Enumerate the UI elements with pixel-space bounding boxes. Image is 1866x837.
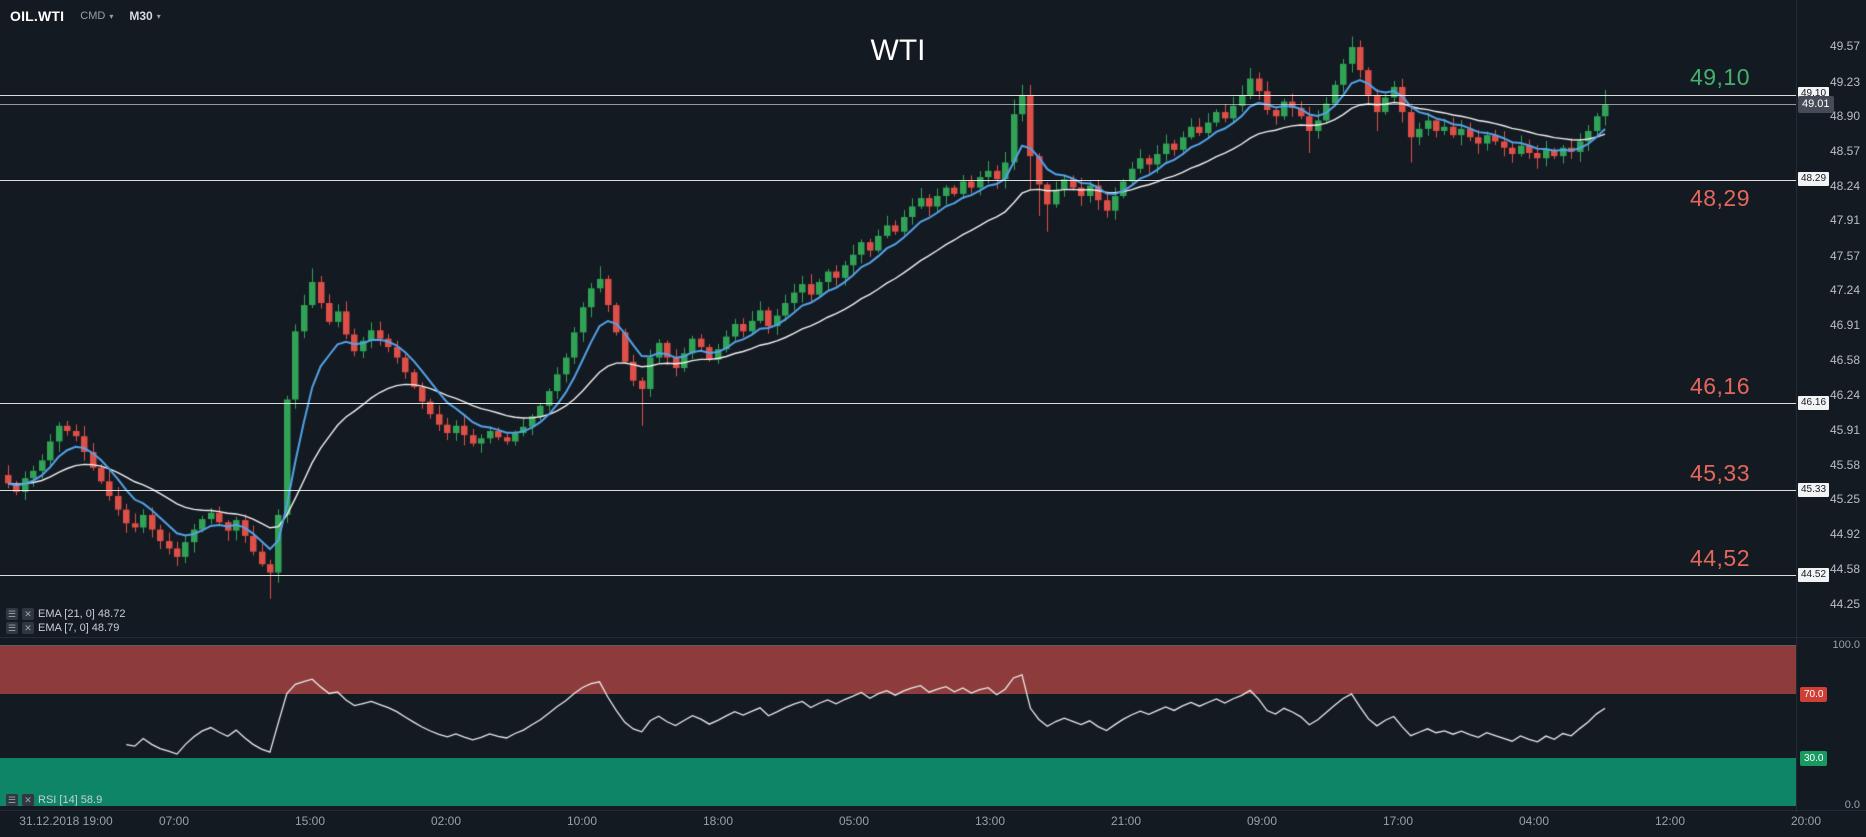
price-tick-label: 44.92 (1829, 526, 1860, 541)
indicator-settings-icon[interactable]: ☰ (6, 622, 18, 634)
price-level-line[interactable] (0, 94, 1796, 96)
price-tick-label: 47.24 (1829, 283, 1860, 298)
ema21-legend: ☰ ✕ EMA [21, 0] 48.72 (6, 608, 125, 620)
price-level-line[interactable] (0, 179, 1796, 181)
time-axis-label: 09:00 (1246, 814, 1278, 828)
ema7-legend-text: EMA [7, 0] 48.79 (38, 622, 120, 634)
timeframe-label: M30 (129, 9, 153, 23)
price-tick-label: 44.58 (1829, 562, 1860, 577)
price-tick-label: 48.57 (1829, 143, 1860, 158)
price-tick-label: 46.58 (1829, 352, 1860, 367)
price-tick-label: 46.24 (1829, 388, 1860, 403)
time-axis-label: 10:00 (566, 814, 598, 828)
price-level-label: 45,33 (1689, 459, 1750, 486)
rsi-legend-text: RSI [14] 58.9 (38, 794, 103, 806)
rsi-oversold-badge: 30.0 (1800, 751, 1828, 766)
ema7-legend: ☰ ✕ EMA [7, 0] 48.79 (6, 622, 119, 634)
time-axis-label: 02:00 (430, 814, 462, 828)
time-axis-label: 21:00 (1110, 814, 1142, 828)
ema21-legend-text: EMA [21, 0] 48.72 (38, 608, 126, 620)
price-level-line[interactable] (0, 403, 1796, 405)
price-tick-label: 46.91 (1829, 318, 1860, 333)
time-axis-label: 13:00 (974, 814, 1006, 828)
time-axis-label: 20:00 (1790, 814, 1822, 828)
price-level-axis-tag: 45.33 (1798, 482, 1830, 497)
price-level-label: 48,29 (1689, 185, 1750, 212)
indicator-remove-icon[interactable]: ✕ (22, 608, 34, 620)
indicator-remove-icon[interactable]: ✕ (22, 794, 34, 806)
price-tick-label: 45.58 (1829, 457, 1860, 472)
price-tick-label: 44.25 (1829, 597, 1860, 612)
time-axis: 31.12.2018 19:00 07:00 15:00 02:00 10:00 18:0… (0, 814, 1866, 832)
time-axis-label: 07:00 (158, 814, 190, 828)
time-axis-label: 18:00 (702, 814, 734, 828)
indicator-remove-icon[interactable]: ✕ (22, 622, 34, 634)
price-tick-label: 48.90 (1829, 109, 1860, 124)
rsi-overbought-badge: 70.0 (1800, 687, 1828, 702)
rsi-top-label: 100.0 (1832, 639, 1860, 651)
price-level-label: 49,10 (1689, 64, 1750, 91)
rsi-legend: ☰ ✕ RSI [14] 58.9 (6, 794, 102, 806)
time-axis-label: 12:00 (1654, 814, 1686, 828)
price-tick-label: 47.57 (1829, 248, 1860, 263)
market-dropdown[interactable]: CMD ▾ (80, 10, 113, 22)
price-tick-label: 49.23 (1829, 74, 1860, 89)
indicator-settings-icon[interactable]: ☰ (6, 608, 18, 620)
price-tick-label: 47.91 (1829, 213, 1860, 228)
time-axis-label: 04:00 (1518, 814, 1550, 828)
rsi-bottom-label: 0.0 (1844, 799, 1860, 811)
chevron-down-icon: ▾ (156, 11, 161, 21)
market-label: CMD (80, 10, 106, 22)
price-level-axis-tag: 44.52 (1798, 567, 1830, 582)
price-level-line[interactable] (0, 490, 1796, 492)
instrument-header: OIL.WTI CMD ▾ M30 ▾ (10, 8, 161, 24)
price-tick-label: 45.25 (1829, 492, 1860, 507)
symbol-name: OIL.WTI (10, 8, 65, 24)
chevron-down-icon: ▾ (109, 11, 114, 21)
timeframe-dropdown[interactable]: M30 ▾ (129, 9, 160, 23)
time-axis-label: 15:00 (294, 814, 326, 828)
price-level-axis-tag: 48.29 (1798, 172, 1830, 187)
price-level-axis-tag: 46.16 (1798, 395, 1830, 410)
time-axis-label: 31.12.2018 19:00 (19, 814, 113, 828)
time-axis-label: 05:00 (838, 814, 870, 828)
chart-title: WTI (870, 34, 926, 67)
price-tick-label: 45.91 (1829, 422, 1860, 437)
current-price-line (0, 104, 1796, 106)
current-price-badge: 49.01 (1798, 95, 1834, 113)
time-axis-label: 17:00 (1382, 814, 1414, 828)
price-tick-label: 49.57 (1829, 39, 1860, 53)
price-level-label: 46,16 (1689, 372, 1750, 399)
price-tick-label: 48.24 (1829, 178, 1860, 193)
price-level-line[interactable] (0, 575, 1796, 577)
price-level-label: 44,52 (1689, 544, 1750, 571)
indicator-settings-icon[interactable]: ☰ (6, 794, 18, 806)
